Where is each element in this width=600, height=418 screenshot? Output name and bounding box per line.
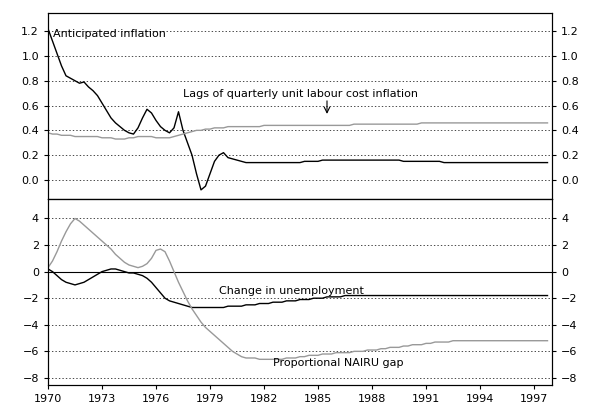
Text: Anticipated inflation: Anticipated inflation [53, 29, 166, 38]
Text: Lags of quarterly unit labour cost inflation: Lags of quarterly unit labour cost infla… [183, 89, 418, 99]
Text: Proportional NAIRU gap: Proportional NAIRU gap [273, 358, 404, 368]
Text: Change in unemployment: Change in unemployment [219, 286, 364, 296]
